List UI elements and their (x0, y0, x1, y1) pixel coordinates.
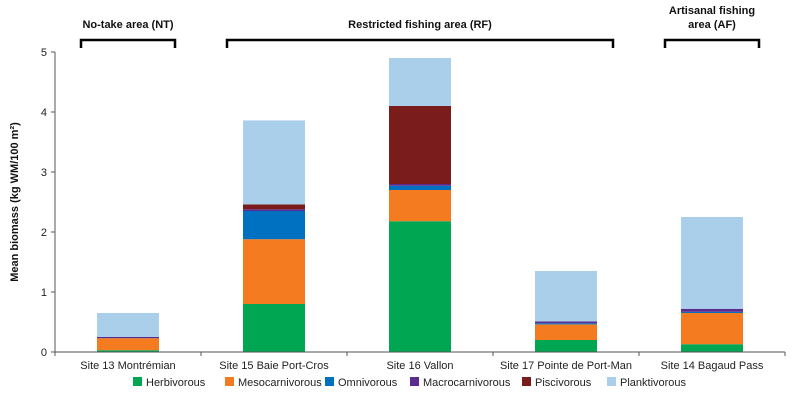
bar-stacks (97, 58, 743, 352)
region-label: Restricted fishing area (RF) (348, 19, 492, 31)
bar-segment-macrocarnivorous-4 (535, 321, 597, 324)
bar-segment-macrocarnivorous-5 (681, 308, 743, 312)
bar-segment-mesocarnivorous-5 (681, 313, 743, 345)
y-tick-label: 3 (41, 167, 47, 179)
x-category-label: Site 13 Montrémian (80, 360, 175, 372)
bar-segment-omnivorous-2 (243, 211, 305, 240)
legend-swatch (225, 377, 234, 386)
region-label: area (AF) (688, 19, 736, 31)
x-category-label: Site 14 Bagaud Pass (661, 360, 764, 372)
bar-segment-mesocarnivorous-1 (97, 338, 159, 351)
x-category-label: Site 15 Baie Port-Cros (219, 360, 329, 372)
bar-segment-planktivorous-2 (243, 120, 305, 205)
bar-segment-herbivorous-4 (535, 340, 597, 352)
axes: 0 1 2 3 4 5 Site 13 Montrémian Site 15 Baie Por… (9, 47, 786, 372)
region-label: No-take area (NT) (82, 19, 173, 31)
y-tick-label: 4 (41, 107, 47, 119)
bar-segment-herbivorous-2 (243, 304, 305, 352)
bar-segment-macrocarnivorous-3 (389, 184, 451, 186)
bar-segment-macrocarnivorous-1 (97, 337, 159, 339)
bar-segment-herbivorous-3 (389, 221, 451, 352)
bar-segment-omnivorous-4 (535, 323, 597, 325)
y-tick-label: 2 (41, 227, 47, 239)
bar-segment-planktivorous-3 (389, 58, 451, 106)
bar-segment-piscivorous-2 (243, 204, 305, 210)
bar-segment-planktivorous-1 (97, 313, 159, 337)
region-bracket (79, 38, 177, 48)
legend-swatch (607, 377, 616, 386)
y-axis-title: Mean biomass (kg WM/100 m²) (9, 122, 21, 282)
legend-label: Planktivorous (620, 377, 687, 389)
legend-swatch (522, 377, 531, 386)
region-bracket (663, 38, 761, 48)
bar-segment-omnivorous-3 (389, 185, 451, 190)
legend-label: Piscivorous (535, 377, 592, 389)
legend-swatch (410, 377, 419, 386)
bar-segment-herbivorous-5 (681, 344, 743, 352)
legend-swatch (325, 377, 334, 386)
bar-segment-piscivorous-3 (389, 106, 451, 184)
x-category-label: Site 16 Vallon (386, 360, 453, 372)
legend-swatch (133, 377, 142, 386)
region-annotations: No-take area (NT) Restricted fishing area… (79, 5, 761, 48)
bar-segment-mesocarnivorous-2 (243, 239, 305, 304)
legend-label: Macrocarnivorous (423, 377, 511, 389)
legend-label: Mesocarnivorous (238, 377, 322, 389)
bar-segment-macrocarnivorous-2 (243, 209, 305, 211)
bar-segment-mesocarnivorous-4 (535, 324, 597, 340)
y-tick-label: 5 (41, 47, 47, 59)
bar-segment-planktivorous-5 (681, 217, 743, 309)
legend-label: Herbivorous (146, 377, 206, 389)
y-tick-label: 1 (41, 287, 47, 299)
region-label: Artisanal fishing (669, 5, 755, 17)
region-bracket (225, 38, 615, 48)
bar-segment-planktivorous-4 (535, 271, 597, 322)
y-tick-label: 0 (41, 347, 47, 359)
bar-segment-mesocarnivorous-3 (389, 190, 451, 222)
x-category-label: Site 17 Pointe de Port-Man (500, 360, 632, 372)
bar-segment-omnivorous-5 (681, 311, 743, 313)
legend-label: Omnivorous (338, 377, 398, 389)
bar-segment-herbivorous-1 (97, 350, 159, 352)
legend: Herbivorous Mesocarnivorous Omnivorous Macr… (133, 377, 687, 389)
